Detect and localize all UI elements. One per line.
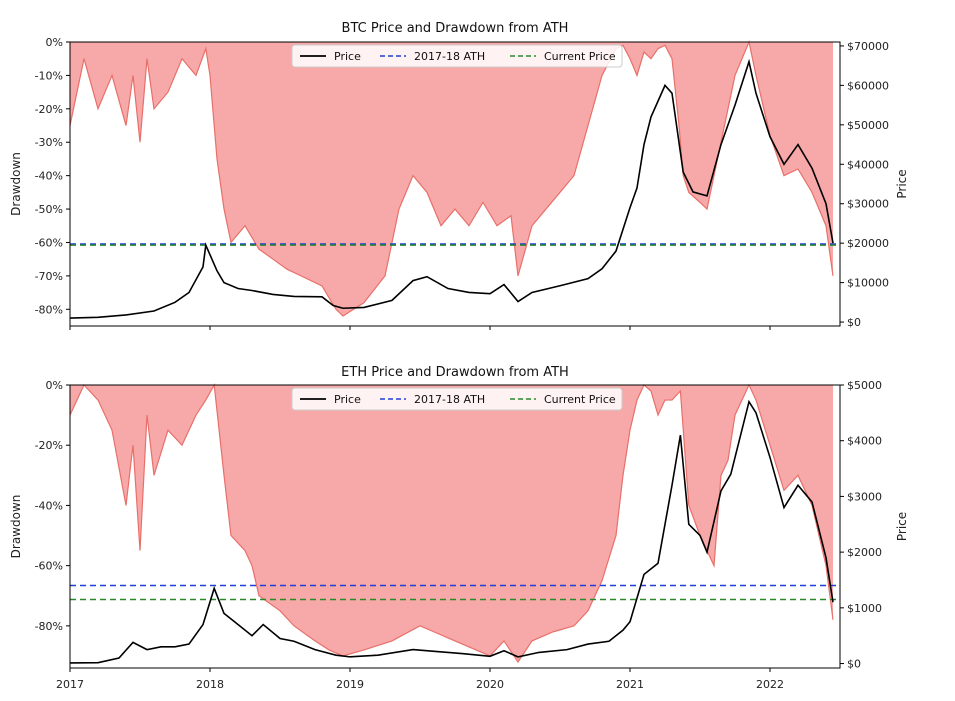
eth-price-tick-label: $2000 (847, 546, 882, 559)
eth-price-axis-label: Price (895, 512, 909, 541)
eth-drawdown-tick-label: -40% (35, 499, 63, 512)
eth-x-tick-label: 2020 (476, 678, 504, 691)
eth-legend-label: Price (334, 393, 361, 406)
btc-drawdown-tick-label: -80% (35, 303, 63, 316)
eth-legend-label: Current Price (544, 393, 616, 406)
eth-drawdown-tick-label: -20% (35, 439, 63, 452)
eth-drawdown-tick-label: -60% (35, 560, 63, 573)
btc-panel: 0% -10% -20% -30% -40% -50% -60% -70% -80% $0 $100… (9, 21, 909, 330)
eth-x-tick-label: 2018 (196, 678, 224, 691)
btc-legend-box (291, 44, 623, 68)
btc-drawdown-tick-label: -30% (35, 136, 63, 149)
eth-price-tick-label: $4000 (847, 435, 882, 448)
eth-legend-box (291, 387, 623, 411)
btc-price-tick-label: $40000 (847, 158, 889, 171)
eth-drawdown-tick-label: -80% (35, 620, 63, 633)
btc-price-tick-label: $30000 (847, 198, 889, 211)
btc-drawdown-tick-label: -70% (35, 270, 63, 283)
btc-price-axis-label: Price (895, 169, 909, 198)
eth-drawdown-area (70, 385, 833, 662)
btc-legend-label: 2017-18 ATH (414, 50, 485, 63)
eth-chart-title: ETH Price and Drawdown from ATH (341, 365, 569, 380)
eth-legend-label: 2017-18 ATH (414, 393, 485, 406)
btc-price-tick-label: $0 (847, 316, 861, 329)
btc-drawdown-tick-label: -10% (35, 69, 63, 82)
eth-price-line (69, 399, 834, 664)
btc-price-tick-label: $50000 (847, 119, 889, 132)
eth-panel: 0% -20% -40% -60% -80% $0 $1000 $2000 $3000 $4000… (9, 365, 909, 691)
btc-price-line (69, 58, 834, 319)
eth-price-tick-label: $0 (847, 658, 861, 671)
btc-legend: Price 2017-18 ATH Current Price (291, 44, 623, 68)
btc-price-tick-label: $10000 (847, 277, 889, 290)
btc-chart-title: BTC Price and Drawdown from ATH (342, 21, 569, 36)
eth-legend: Price 2017-18 ATH Current Price (291, 387, 623, 411)
btc-drawdown-area (70, 42, 833, 316)
btc-price-tick-label: $20000 (847, 237, 889, 250)
eth-x-tick-label: 2021 (616, 678, 644, 691)
eth-plot-frame (69, 384, 841, 669)
eth-x-tick-label: 2019 (336, 678, 364, 691)
btc-drawdown-tick-label: -50% (35, 203, 63, 216)
btc-drawdown-tick-label: -40% (35, 170, 63, 183)
btc-plot-frame (69, 41, 841, 327)
eth-price-tick-label: $1000 (847, 602, 882, 615)
btc-drawdown-axis-label: Drawdown (9, 152, 23, 216)
eth-x-tick-label: 2017 (56, 678, 84, 691)
eth-price-tick-label: $3000 (847, 490, 882, 503)
eth-drawdown-tick-label: 0% (46, 379, 63, 392)
btc-legend-label: Current Price (544, 50, 616, 63)
btc-drawdown-tick-label: -60% (35, 236, 63, 249)
btc-price-tick-label: $70000 (847, 40, 889, 53)
btc-drawdown-tick-label: 0% (46, 36, 63, 49)
btc-drawdown-tick-label: -20% (35, 103, 63, 116)
btc-price-tick-label: $60000 (847, 79, 889, 92)
eth-drawdown-axis-label: Drawdown (9, 495, 23, 559)
btc-legend-label: Price (334, 50, 361, 63)
eth-drawdown-edge (69, 383, 834, 664)
eth-x-tick-label: 2022 (756, 678, 784, 691)
eth-price-tick-label: $5000 (847, 379, 882, 392)
